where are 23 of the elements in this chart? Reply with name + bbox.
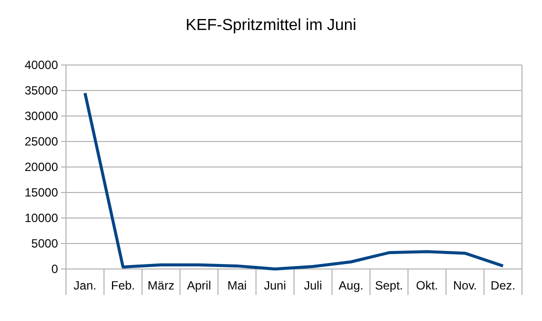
y-tick-label: 40000 xyxy=(24,58,58,72)
x-tick-label: Dez. xyxy=(490,278,516,293)
x-tick-label: Juni xyxy=(264,278,286,293)
x-tick-label: Aug. xyxy=(338,278,364,293)
x-tick-label: April xyxy=(186,278,212,293)
y-tick-label: 30000 xyxy=(24,108,58,123)
x-tick-label: Okt. xyxy=(416,278,438,293)
y-tick-label: 5000 xyxy=(31,236,58,250)
y-tick-label: 10000 xyxy=(24,210,58,225)
x-tick-label: Juli xyxy=(304,278,322,293)
y-tick-label: 15000 xyxy=(24,185,58,200)
x-tick-label: Sept. xyxy=(374,278,404,293)
x-tick-label: Jan. xyxy=(74,278,96,293)
x-tick-label: Nov. xyxy=(453,278,477,293)
line-series xyxy=(84,92,504,270)
chart-title: KEF-Spritzmittel im Juni xyxy=(186,17,356,34)
y-tick-label: 35000 xyxy=(24,83,58,98)
x-tick-label: März xyxy=(148,278,174,293)
y-tick-label: 20000 xyxy=(24,160,58,174)
y-tick-label: 0 xyxy=(51,262,58,276)
x-tick-label: Feb. xyxy=(110,278,136,293)
y-tick-label: 25000 xyxy=(24,134,58,148)
x-tick-label: Mai xyxy=(227,278,247,293)
